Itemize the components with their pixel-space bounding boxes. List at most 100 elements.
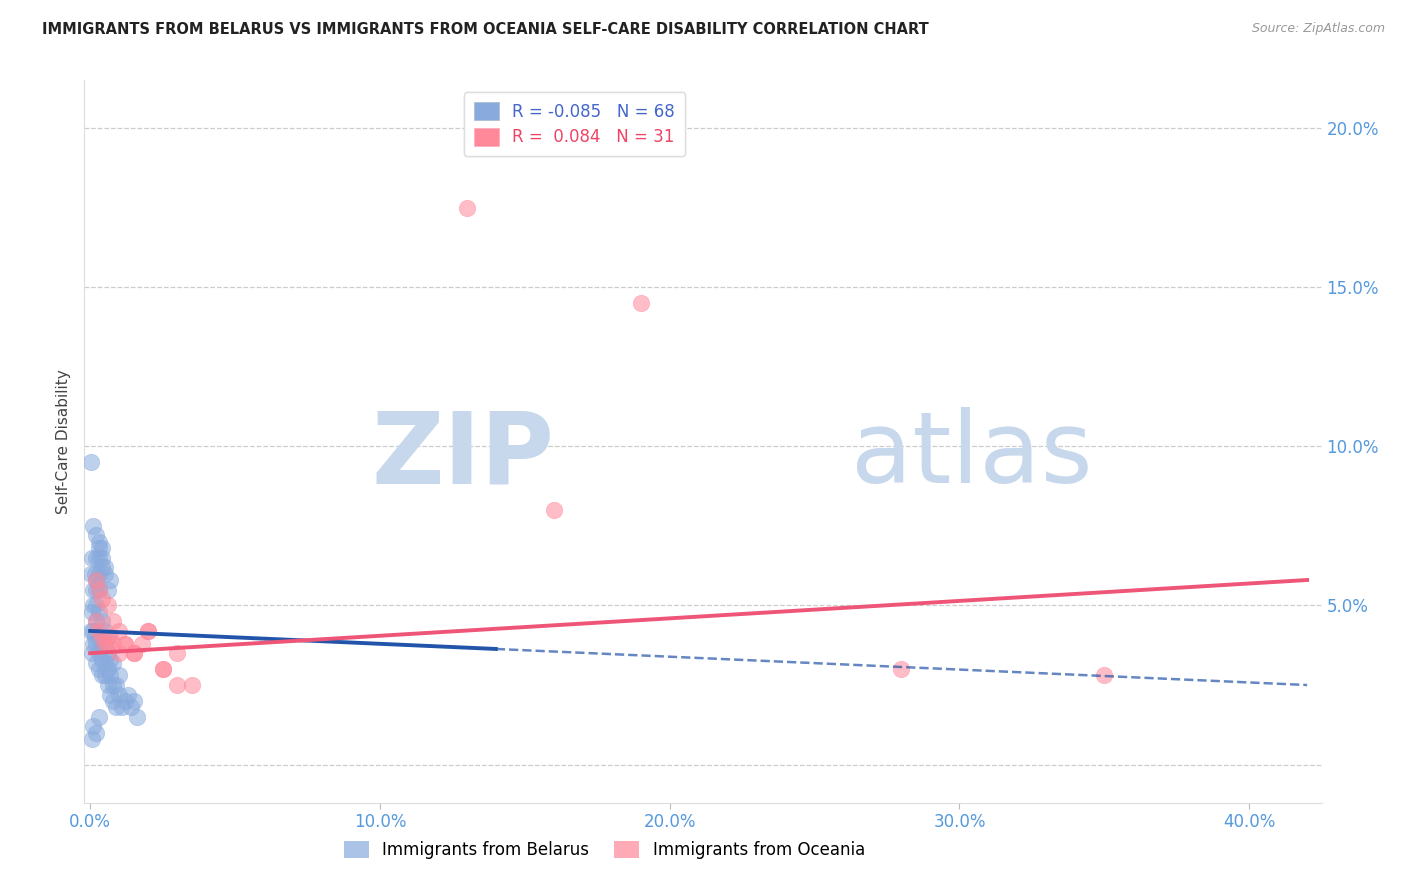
- Point: [87, 710, 110, 724]
- Point: [82, 599, 104, 613]
- Point: [103, 656, 125, 670]
- Point: [114, 637, 136, 651]
- Point: [82, 582, 104, 597]
- Point: [117, 688, 139, 702]
- Point: [82, 719, 104, 733]
- Point: [543, 503, 565, 517]
- Point: [90, 550, 112, 565]
- Point: [122, 646, 145, 660]
- Point: [131, 637, 153, 651]
- Point: [166, 678, 188, 692]
- Point: [114, 637, 136, 651]
- Point: [87, 605, 110, 619]
- Point: [105, 700, 128, 714]
- Point: [93, 560, 115, 574]
- Point: [100, 652, 122, 666]
- Point: [93, 566, 115, 581]
- Point: [96, 662, 118, 676]
- Point: [84, 615, 107, 629]
- Point: [84, 573, 107, 587]
- Point: [114, 694, 136, 708]
- Point: [456, 201, 478, 215]
- Point: [84, 725, 107, 739]
- Point: [100, 688, 122, 702]
- Point: [84, 637, 107, 651]
- Point: [90, 630, 112, 644]
- Point: [84, 599, 107, 613]
- Point: [90, 668, 112, 682]
- Point: [87, 662, 110, 676]
- Point: [87, 541, 110, 556]
- Point: [80, 646, 103, 660]
- Point: [100, 630, 122, 644]
- Point: [890, 662, 912, 676]
- Point: [87, 534, 110, 549]
- Point: [103, 637, 125, 651]
- Point: [125, 710, 148, 724]
- Text: IMMIGRANTS FROM BELARUS VS IMMIGRANTS FROM OCEANIA SELF-CARE DISABILITY CORRELAT: IMMIGRANTS FROM BELARUS VS IMMIGRANTS FR…: [42, 22, 929, 37]
- Point: [84, 656, 107, 670]
- Point: [93, 624, 115, 638]
- Point: [103, 678, 125, 692]
- Point: [87, 566, 110, 581]
- Text: Source: ZipAtlas.com: Source: ZipAtlas.com: [1251, 22, 1385, 36]
- Point: [87, 624, 110, 638]
- Point: [82, 519, 104, 533]
- Point: [122, 646, 145, 660]
- Text: ZIP: ZIP: [371, 408, 554, 505]
- Point: [122, 694, 145, 708]
- Point: [105, 678, 128, 692]
- Point: [103, 615, 125, 629]
- Point: [87, 646, 110, 660]
- Point: [96, 630, 118, 644]
- Point: [100, 573, 122, 587]
- Legend: Immigrants from Belarus, Immigrants from Oceania: Immigrants from Belarus, Immigrants from…: [337, 834, 872, 866]
- Legend: R = -0.085   N = 68, R =  0.084   N = 31: R = -0.085 N = 68, R = 0.084 N = 31: [464, 92, 685, 156]
- Point: [93, 668, 115, 682]
- Point: [96, 599, 118, 613]
- Point: [180, 678, 202, 692]
- Y-axis label: Self-Care Disability: Self-Care Disability: [56, 369, 72, 514]
- Point: [120, 700, 142, 714]
- Point: [96, 646, 118, 660]
- Point: [1092, 668, 1115, 682]
- Point: [152, 662, 174, 676]
- Point: [96, 678, 118, 692]
- Point: [108, 646, 131, 660]
- Point: [90, 637, 112, 651]
- Point: [87, 550, 110, 565]
- Point: [93, 656, 115, 670]
- Point: [630, 296, 652, 310]
- Point: [108, 688, 131, 702]
- Point: [93, 637, 115, 651]
- Point: [87, 582, 110, 597]
- Point: [100, 668, 122, 682]
- Point: [83, 566, 105, 581]
- Point: [82, 637, 104, 651]
- Point: [87, 582, 110, 597]
- Point: [90, 541, 112, 556]
- Point: [103, 694, 125, 708]
- Point: [83, 630, 105, 644]
- Point: [90, 615, 112, 629]
- Point: [87, 630, 110, 644]
- Point: [84, 550, 107, 565]
- Point: [80, 624, 103, 638]
- Point: [108, 624, 131, 638]
- Point: [90, 560, 112, 574]
- Point: [82, 624, 104, 638]
- Point: [166, 646, 188, 660]
- Point: [84, 582, 107, 597]
- Point: [136, 624, 159, 638]
- Point: [152, 662, 174, 676]
- Point: [82, 732, 104, 747]
- Point: [108, 668, 131, 682]
- Point: [84, 615, 107, 629]
- Point: [90, 592, 112, 607]
- Point: [93, 637, 115, 651]
- Point: [84, 528, 107, 542]
- Point: [90, 652, 112, 666]
- Point: [80, 550, 103, 565]
- Point: [84, 573, 107, 587]
- Text: atlas: atlas: [852, 408, 1092, 505]
